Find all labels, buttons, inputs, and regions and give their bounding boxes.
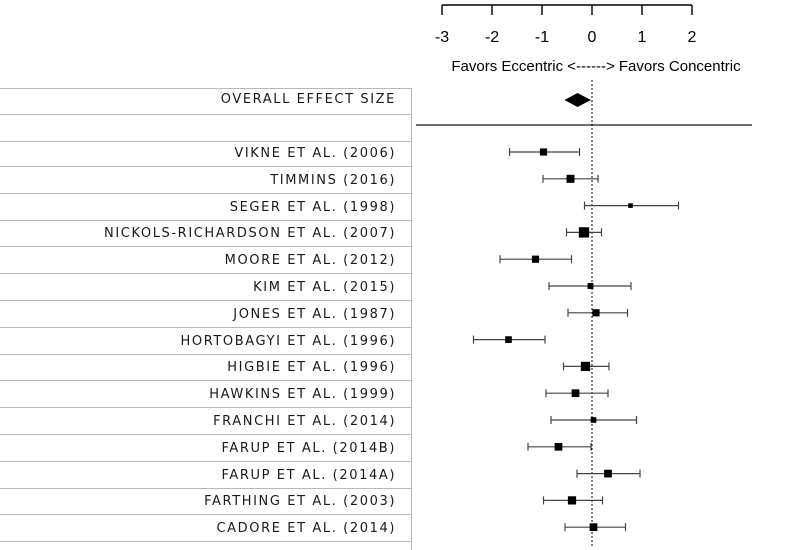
point-estimate — [580, 361, 591, 372]
point-estimate — [554, 442, 563, 451]
point-estimate — [592, 309, 600, 317]
point-estimate — [590, 417, 597, 423]
overall-effect-label: OVERALL EFFECT SIZE — [220, 92, 396, 107]
table-rule — [0, 434, 411, 435]
table-rule — [0, 354, 411, 355]
point-estimate — [531, 255, 540, 263]
x-tick-label: -3 — [435, 29, 449, 46]
direction-label: Favors Eccentric <------> Favors Concent… — [451, 58, 741, 75]
point-estimate — [571, 389, 580, 398]
study-label: HIGBIE ET AL. (1996) — [227, 360, 396, 376]
point-estimate — [628, 203, 633, 208]
overall-diamond — [564, 93, 591, 107]
x-tick-label: -1 — [535, 29, 549, 46]
table-rule — [0, 541, 411, 542]
study-label: FARTHING ET AL. (2003) — [204, 494, 396, 510]
point-estimate — [539, 148, 548, 156]
table-rule — [0, 166, 411, 167]
study-label: KIM ET AL. (2015) — [253, 280, 396, 295]
x-tick-label: -2 — [485, 29, 499, 46]
table-rule — [0, 273, 411, 274]
study-label: CADORE ET AL. (2014) — [216, 521, 396, 537]
study-label: FARUP ET AL. (2014B) — [221, 440, 396, 456]
table-rule — [0, 380, 411, 381]
point-estimate — [567, 496, 577, 505]
table-rule — [0, 246, 411, 247]
study-label: MOORE ET AL. (2012) — [224, 253, 396, 269]
table-rule — [0, 407, 411, 408]
table-rule — [0, 114, 411, 115]
table-rule — [0, 461, 411, 462]
point-estimate — [589, 523, 598, 532]
table-rule — [0, 514, 411, 515]
point-estimate — [578, 227, 590, 238]
table-rule — [0, 220, 411, 221]
table-rule — [0, 327, 411, 328]
point-estimate — [505, 336, 512, 343]
study-label: SEGER ET AL. (1998) — [229, 199, 396, 215]
study-label: FARUP ET AL. (2014A) — [221, 467, 396, 483]
study-label: JONES ET AL. (1987) — [233, 306, 396, 322]
x-tick-label: 0 — [588, 29, 597, 46]
point-estimate — [587, 283, 594, 289]
study-label: HORTOBAGYI ET AL. (1996) — [180, 333, 396, 349]
table-rule — [0, 300, 411, 301]
study-label: TIMMINS (2016) — [270, 172, 396, 188]
study-label: NICKOLS-RICHARDSON ET AL. (2007) — [104, 226, 396, 242]
table-rule — [0, 488, 411, 489]
point-estimate — [566, 174, 575, 183]
x-tick-label: 1 — [638, 29, 647, 46]
study-label: FRANCHI ET AL. (2014) — [213, 414, 396, 429]
table-rule — [0, 141, 411, 142]
table-divider — [411, 88, 412, 550]
table-rule — [0, 193, 411, 194]
study-label: HAWKINS ET AL. (1999) — [209, 387, 396, 403]
table-rule — [0, 88, 411, 89]
study-label: VIKNE ET AL. (2006) — [234, 146, 396, 161]
x-tick-label: 2 — [688, 29, 697, 46]
point-estimate — [604, 469, 612, 478]
